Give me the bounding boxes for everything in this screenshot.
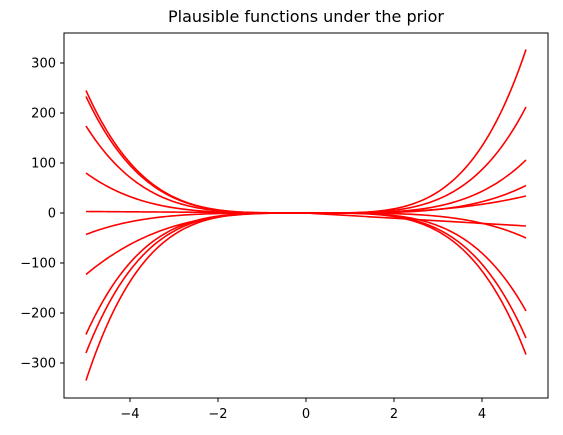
x-tick-label: 0	[302, 407, 310, 422]
y-tick-label: 100	[31, 157, 56, 172]
y-tick-label: −100	[20, 257, 56, 272]
x-tick-label: −2	[208, 407, 227, 422]
y-axis: −300 −200 −100 0 100 200 300	[20, 57, 64, 372]
x-axis: −4 −2 0 2 4	[120, 398, 486, 422]
y-tick-label: 200	[31, 107, 56, 122]
x-tick-label: 2	[390, 407, 398, 422]
plot-frame	[63, 32, 549, 399]
x-tick-label: −4	[120, 407, 139, 422]
y-tick-label: 300	[31, 57, 56, 72]
y-tick-label: −200	[20, 307, 56, 322]
x-tick-label: 4	[478, 407, 486, 422]
series-line-10	[85, 212, 527, 381]
series-group	[85, 49, 527, 381]
chart-title: Plausible functions under the prior	[168, 7, 444, 26]
y-tick-label: 0	[48, 207, 56, 222]
y-tick-label: −300	[20, 357, 56, 372]
